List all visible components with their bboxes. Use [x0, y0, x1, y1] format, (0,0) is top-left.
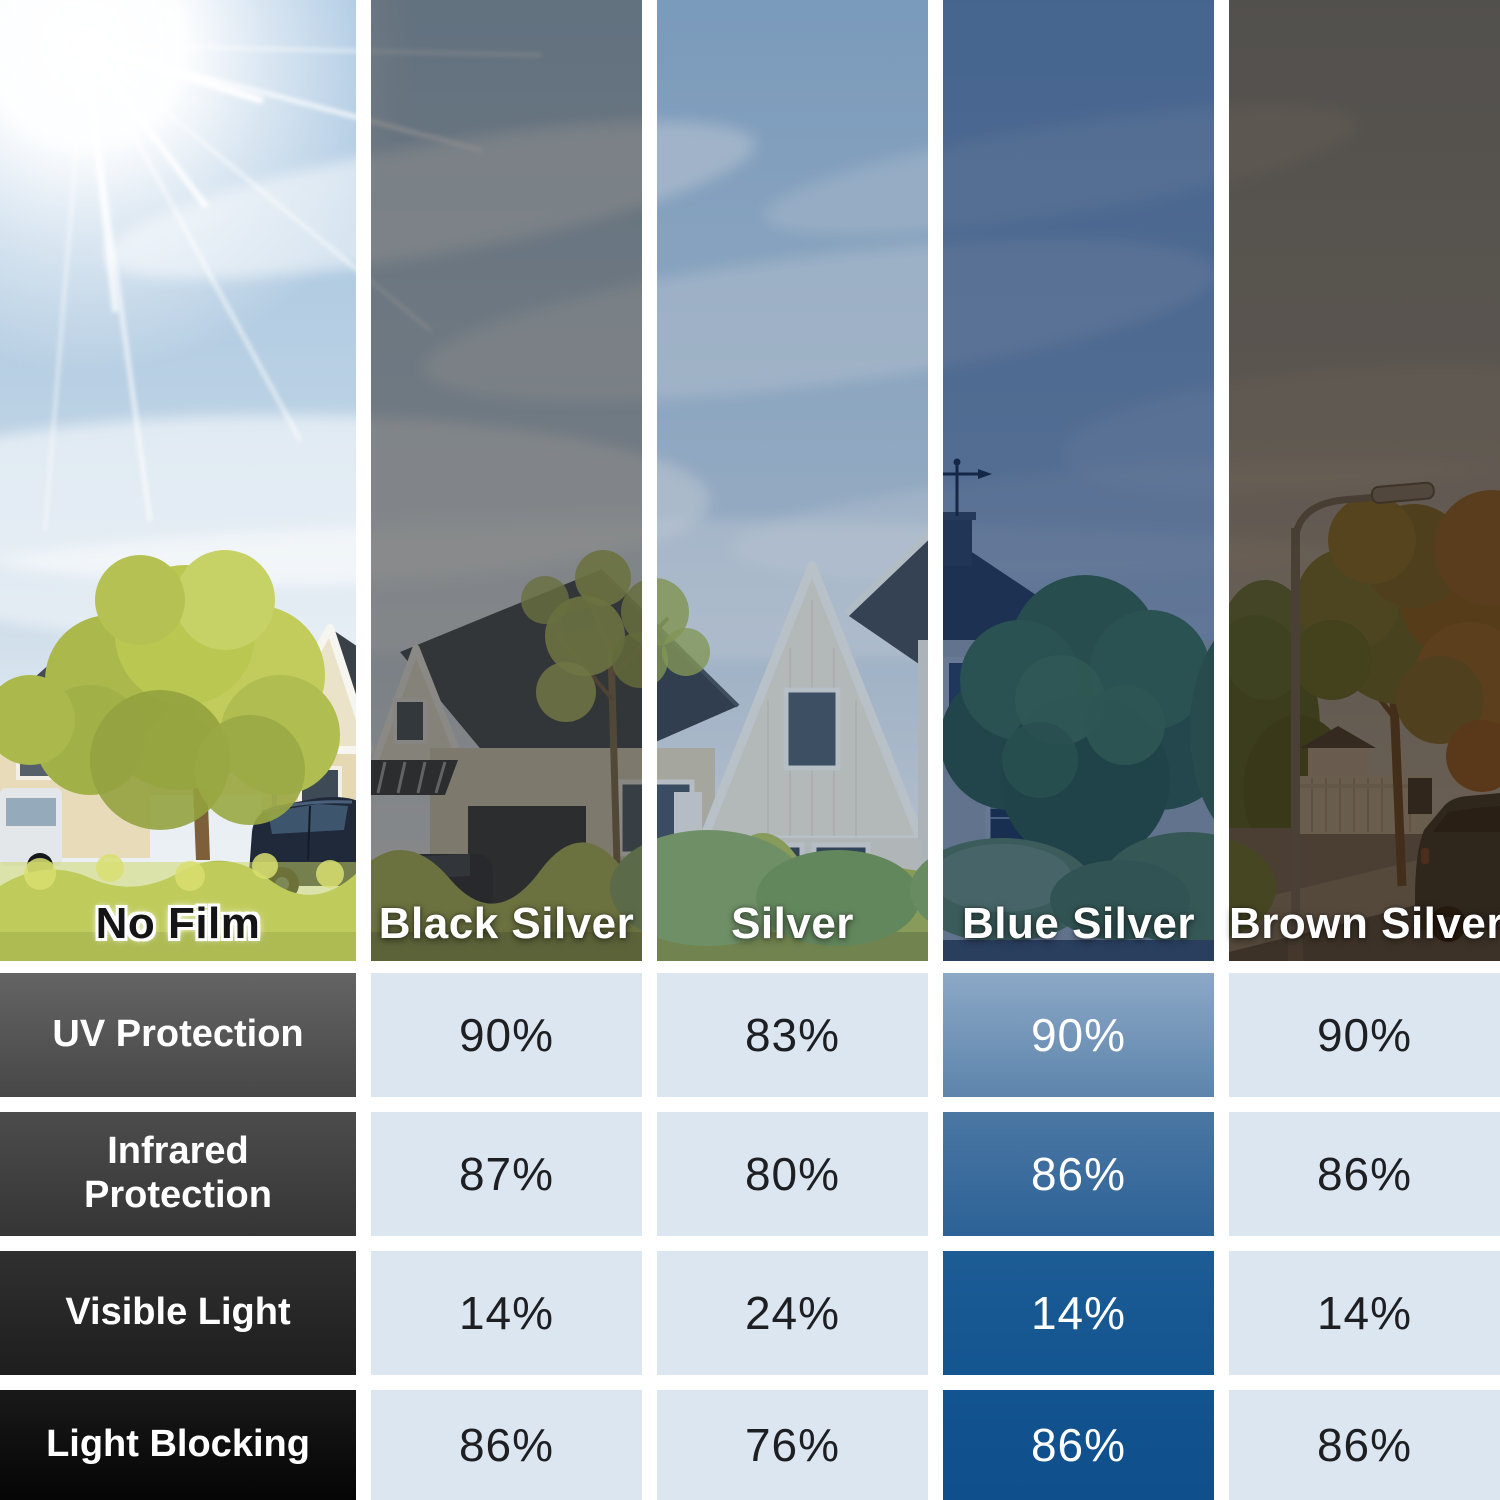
cell-vl-blue-silver: 14%: [943, 1251, 1214, 1375]
cell-lb-blue-silver: 86%: [943, 1390, 1214, 1500]
strip-divider: [928, 0, 943, 961]
cell-vl-brown-silver: 14%: [1229, 1251, 1500, 1375]
strip-divider: [642, 0, 657, 961]
cell-ir-black-silver: 87%: [371, 1112, 642, 1236]
street-scene: [0, 0, 1500, 961]
cell-uv-blue-silver: 90%: [943, 973, 1214, 1097]
strip-divider: [356, 0, 371, 961]
film-label-blue-silver: Blue Silver: [962, 899, 1195, 948]
cell-ir-blue-silver: 86%: [943, 1112, 1214, 1236]
cell-vl-silver: 24%: [657, 1251, 928, 1375]
row-label-infrared-protection: Infrared Protection: [0, 1112, 356, 1236]
cell-lb-brown-silver: 86%: [1229, 1390, 1500, 1500]
cell-uv-brown-silver: 90%: [1229, 973, 1500, 1097]
film-label-silver: Silver: [731, 899, 854, 948]
film-label-brown-silver: Brown Silver: [1229, 899, 1500, 948]
comparison-table: UV Protection 90% 83% 90% 90% Infrared P…: [0, 973, 1500, 1500]
film-label-black-silver: Black Silver: [378, 899, 635, 948]
sun: [0, 0, 542, 532]
cell-lb-silver: 76%: [657, 1390, 928, 1500]
cell-ir-brown-silver: 86%: [1229, 1112, 1500, 1236]
big-tree-strip1: [0, 550, 340, 860]
cell-uv-black-silver: 90%: [371, 973, 642, 1097]
strip-divider: [1214, 0, 1229, 961]
cell-vl-black-silver: 14%: [371, 1251, 642, 1375]
cell-ir-silver: 80%: [657, 1112, 928, 1236]
cell-lb-black-silver: 86%: [371, 1390, 642, 1500]
row-label-visible-light: Visible Light: [0, 1251, 356, 1375]
cell-uv-silver: 83%: [657, 973, 928, 1097]
street-scene-photo: No Film Black Silver Silver Blue Silver …: [0, 0, 1500, 961]
row-label-light-blocking: Light Blocking: [0, 1390, 356, 1500]
row-label-uv-protection: UV Protection: [0, 973, 356, 1097]
film-label-no-film: No Film: [95, 899, 261, 948]
